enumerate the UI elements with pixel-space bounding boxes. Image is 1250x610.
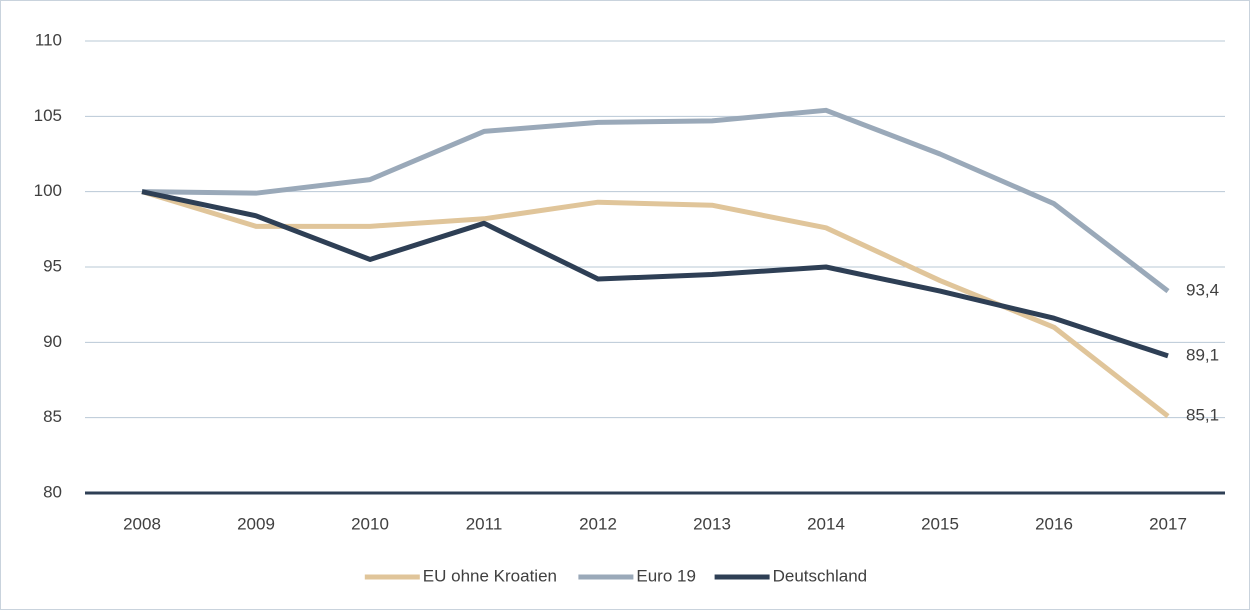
x-tick-label: 2011 [466, 514, 503, 533]
x-tick-label: 2008 [123, 514, 161, 533]
y-tick-label: 110 [35, 30, 62, 49]
y-tick-label: 100 [34, 181, 62, 200]
legend-label: Euro 19 [636, 566, 696, 585]
x-tick-label: 2010 [351, 514, 389, 533]
legend-label: EU ohne Kroatien [423, 566, 557, 585]
x-tick-label: 2012 [579, 514, 617, 533]
x-tick-label: 2014 [807, 514, 845, 533]
data-label: 89,1 [1186, 345, 1219, 364]
series-line [141, 107, 1170, 294]
y-tick-label: 105 [34, 106, 62, 125]
legend-label: Deutschland [773, 566, 868, 585]
data-label: 93,4 [1186, 281, 1219, 300]
x-tick-label: 2015 [921, 514, 959, 533]
series-line [141, 189, 1169, 359]
y-tick-label: 80 [43, 482, 62, 501]
y-tick-label: 90 [43, 332, 62, 351]
x-tick-label: 2017 [1149, 514, 1187, 533]
x-tick-label: 2013 [693, 514, 731, 533]
y-tick-label: 85 [43, 407, 62, 426]
x-tick-label: 2009 [237, 514, 275, 533]
data-label: 85,1 [1186, 406, 1219, 425]
x-tick-label: 2016 [1035, 514, 1073, 533]
y-tick-label: 95 [43, 256, 62, 275]
